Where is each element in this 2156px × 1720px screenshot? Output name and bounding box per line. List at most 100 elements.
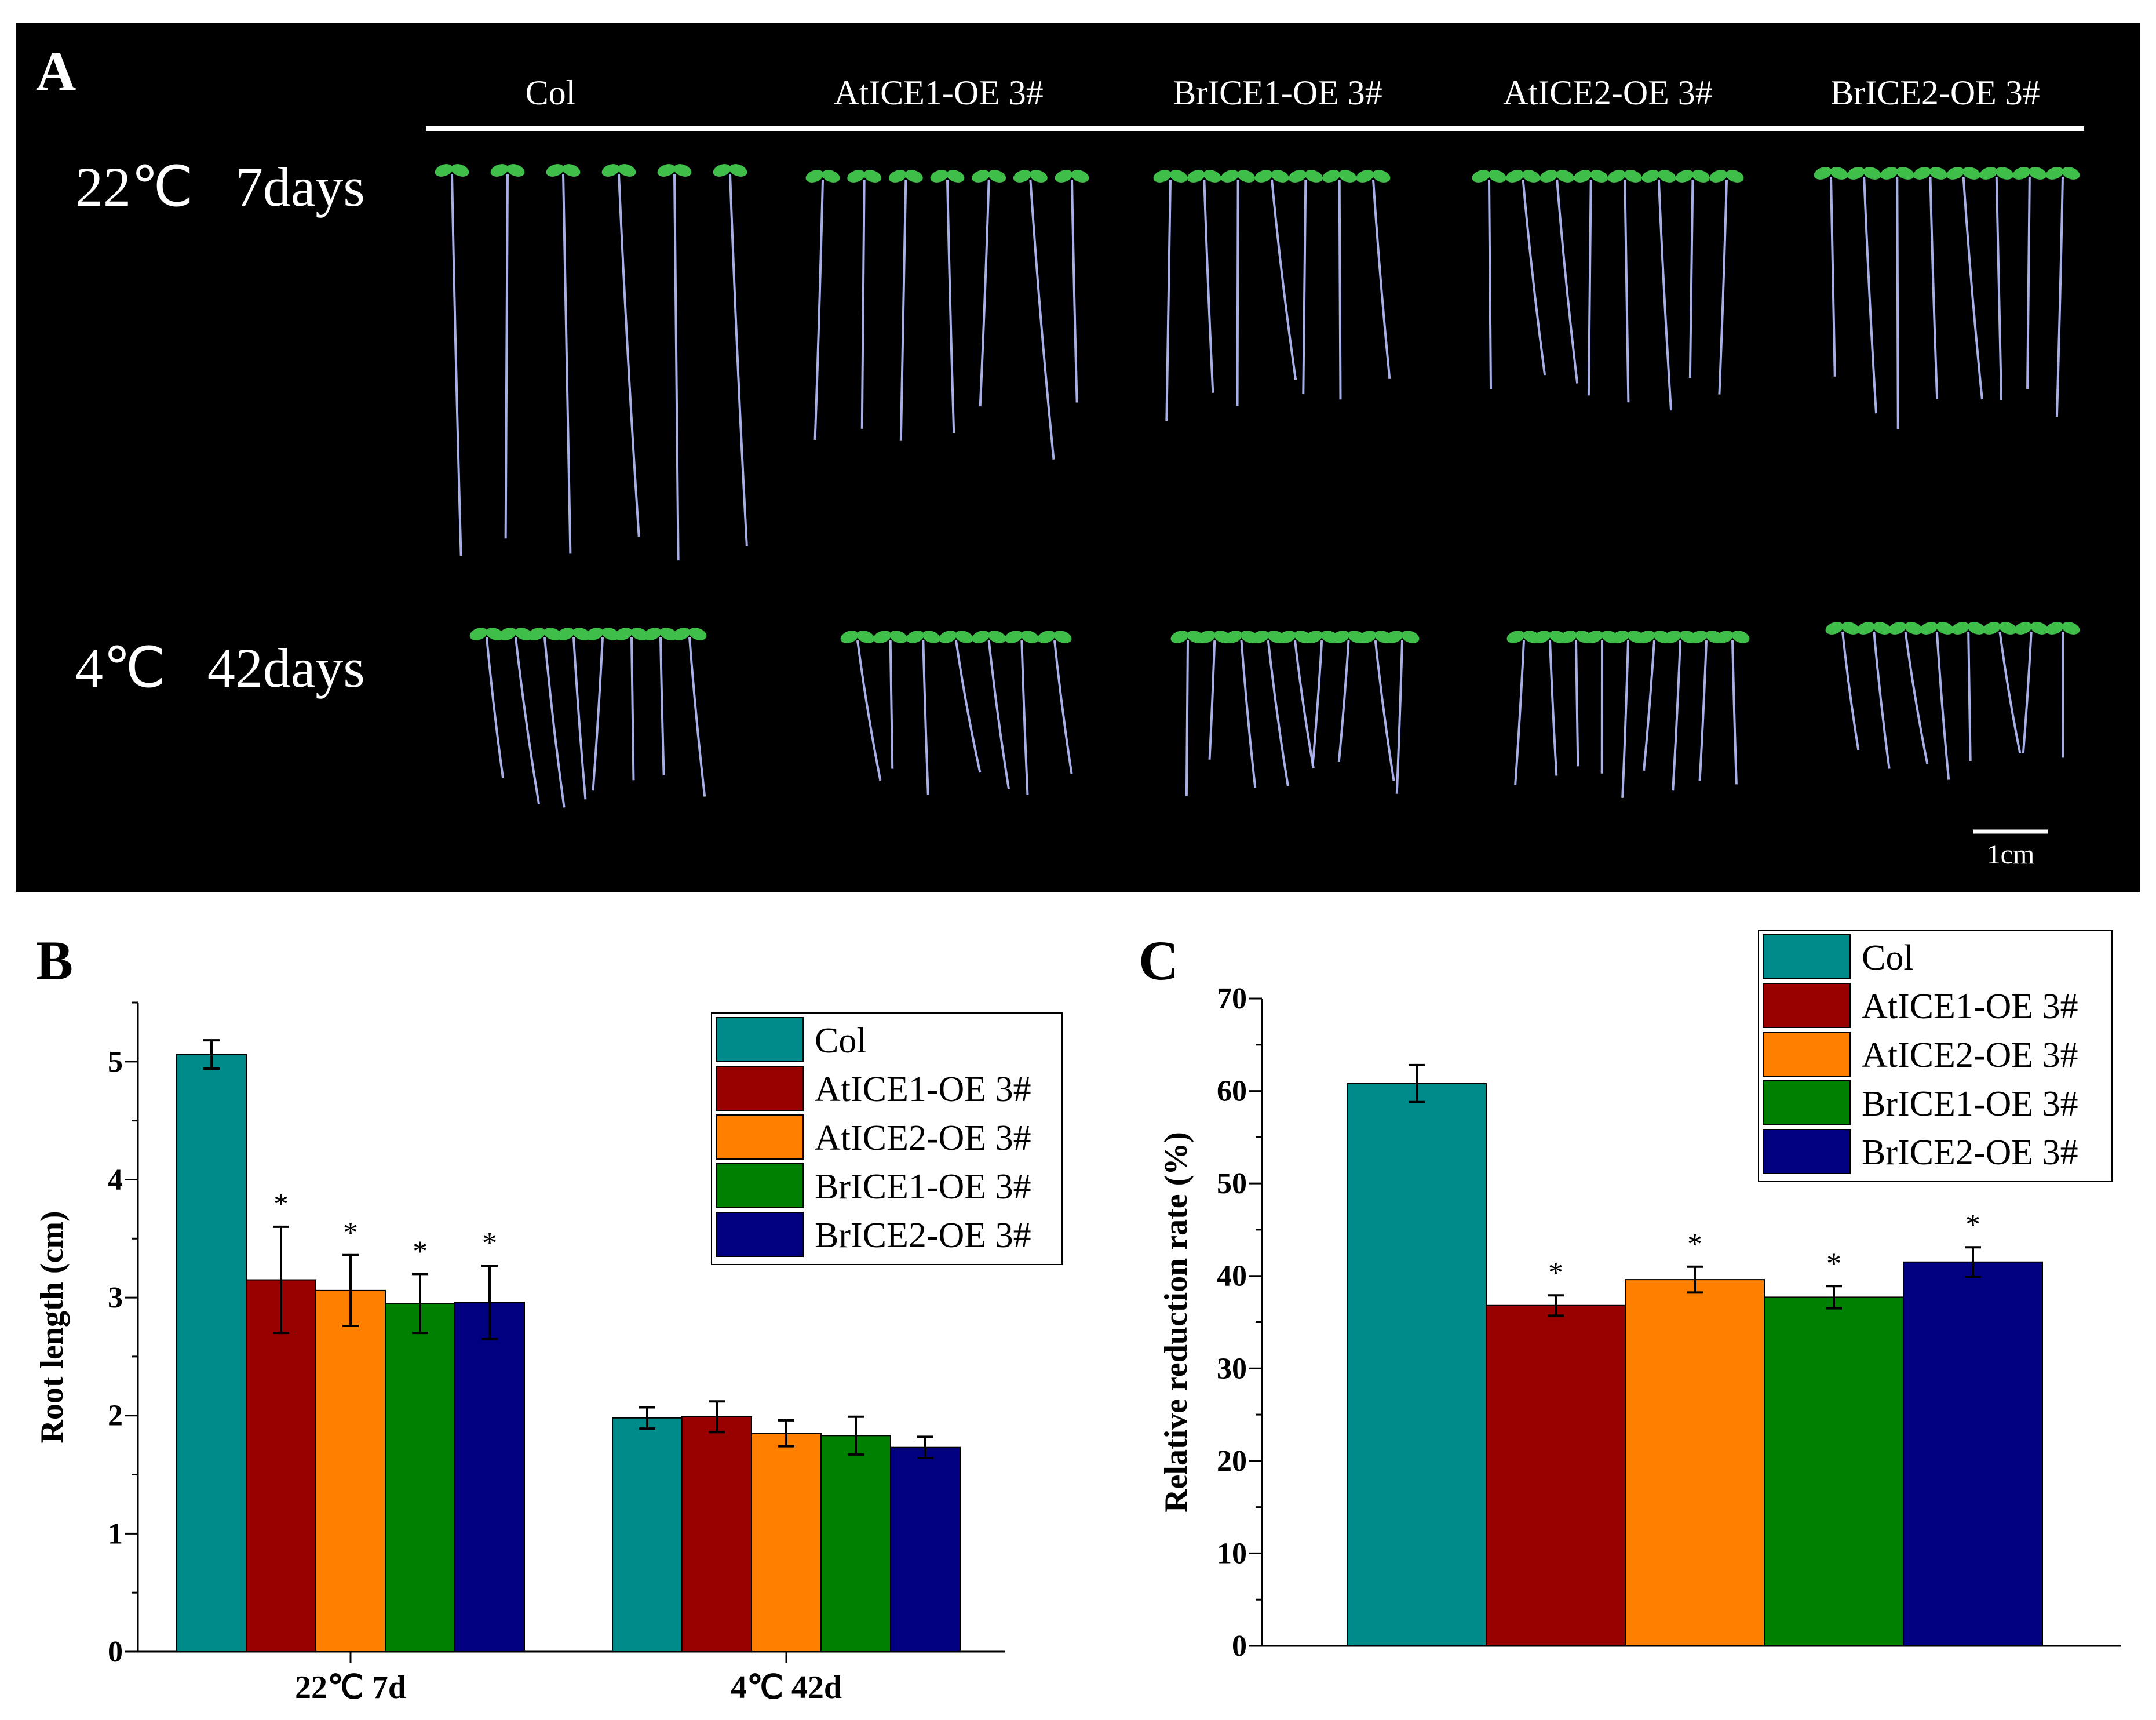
seedling-root xyxy=(1830,176,1836,377)
seedling-root xyxy=(659,637,665,775)
seedling-root xyxy=(1271,179,1297,380)
seedling-leaf xyxy=(2029,167,2047,180)
legend-swatch-brice2-oe-3 xyxy=(716,1212,804,1257)
seedling-leaf xyxy=(1203,170,1221,183)
seedling-root xyxy=(1624,179,1630,403)
seedling-leaf xyxy=(1590,170,1608,183)
seedling-root xyxy=(592,637,604,791)
seedling-leaf xyxy=(556,628,575,640)
bar-brice2-oe-3-0 xyxy=(454,1302,525,1652)
seedling-leaf xyxy=(1372,170,1391,183)
seedling-leaf xyxy=(1585,631,1603,643)
legend-swatch-col xyxy=(1763,934,1851,979)
seedling-leaf xyxy=(2062,622,2080,635)
seedling-leaf xyxy=(546,164,564,177)
legend-label-brice1-oe-3: BrICE1-OE 3# xyxy=(815,1167,1031,1207)
seedling-leaf xyxy=(1237,170,1256,183)
seedling-root xyxy=(1718,179,1728,395)
seedling-root xyxy=(1904,631,1929,764)
y-tick-label: 5 xyxy=(108,1045,123,1078)
seedling-root xyxy=(922,640,929,795)
bar-col-0 xyxy=(176,1054,247,1652)
seedling-root xyxy=(618,173,640,537)
seedling-leaf xyxy=(888,170,907,183)
seedling-root xyxy=(1995,176,2003,400)
bar-brice1-oe-3-1 xyxy=(820,1435,891,1652)
seedling-leaf xyxy=(972,170,990,183)
seedling-leaf xyxy=(847,170,866,183)
bar-atice2-oe-3-0 xyxy=(315,1289,386,1653)
y-tick-label: 2 xyxy=(108,1400,123,1433)
seedling-leaf xyxy=(1830,167,1848,180)
panel-a-label: A xyxy=(36,40,76,102)
seedling-root xyxy=(451,173,462,556)
legend-swatch-brice1-oe-3 xyxy=(1763,1080,1851,1125)
seedling-leaf xyxy=(840,631,859,643)
seedling-leaf xyxy=(1676,170,1694,183)
seedling-root xyxy=(1643,640,1655,771)
legend-swatch-atice1-oe-3 xyxy=(716,1066,804,1111)
seedling-leaf xyxy=(939,631,957,643)
y-tick-label: 4 xyxy=(108,1163,123,1196)
significance-mark: * xyxy=(1965,1208,1980,1241)
seedling-root xyxy=(1240,640,1257,789)
seedling-leaf xyxy=(1725,170,1744,183)
seedling-root xyxy=(1896,176,1899,429)
seedling-root xyxy=(946,179,955,433)
seedling-leaf xyxy=(1540,170,1558,183)
seedling-leaf xyxy=(1304,170,1323,183)
seedling-leaf xyxy=(527,628,546,640)
seedling-root xyxy=(1294,640,1315,768)
scale-bar-label: 1cm xyxy=(1987,839,2035,870)
seedling-leaf xyxy=(601,164,620,177)
seedling-leaf xyxy=(451,164,469,177)
seedling-leaf xyxy=(1506,631,1525,643)
significance-mark: * xyxy=(1687,1228,1702,1261)
legend-swatch-brice2-oe-3 xyxy=(1763,1129,1851,1174)
seedling-leaf xyxy=(988,170,1006,183)
legend-swatch-atice2-oe-3 xyxy=(1763,1032,1851,1077)
y-axis-title: Root length (cm) xyxy=(34,1211,70,1443)
seedling-root xyxy=(955,640,982,773)
seedling-leaf xyxy=(955,631,973,643)
seedling-root xyxy=(562,173,572,554)
seedling-leaf xyxy=(1271,170,1289,183)
significance-mark: * xyxy=(273,1188,289,1221)
panel-c-label: C xyxy=(1139,930,1179,992)
seedling-leaf xyxy=(657,164,676,177)
seedling-leaf xyxy=(1962,167,1980,180)
genotype-label-atice2-oe-3: AtICE2-OE 3# xyxy=(1503,74,1713,112)
seedling-leaf xyxy=(1913,167,1931,180)
seedling-root xyxy=(1208,640,1216,760)
seedling-leaf xyxy=(1863,167,1881,180)
seedling-leaf xyxy=(1920,622,1938,635)
seedling-root xyxy=(987,640,1010,789)
seedling-leaf xyxy=(1020,631,1039,643)
seedling-root xyxy=(1374,640,1395,781)
seedling-leaf xyxy=(672,628,691,640)
seedling-leaf xyxy=(1692,170,1710,183)
seedling-root xyxy=(1672,640,1681,791)
legend-label-atice1-oe-3: AtICE1-OE 3# xyxy=(1862,987,2078,1026)
seedling-leaf xyxy=(1304,631,1323,643)
seedling-leaf xyxy=(1170,631,1189,643)
significance-mark: * xyxy=(343,1216,358,1249)
seedling-leaf xyxy=(889,631,908,643)
seedling-root xyxy=(1395,640,1403,794)
seedling-leaf xyxy=(1559,631,1577,643)
seedling-leaf xyxy=(930,170,949,183)
seedling-leaf xyxy=(1658,170,1676,183)
seedling-leaf xyxy=(946,170,965,183)
seedling-leaf xyxy=(1522,170,1540,183)
seedling-leaf xyxy=(1841,622,1860,635)
seedling-leaf xyxy=(2012,167,2031,180)
genotype-labels: Col AtICE1-OE 3# BrICE1-OE 3# AtICE2-OE 3# B… xyxy=(526,74,2040,112)
legend-label-brice2-oe-3: BrICE2-OE 3# xyxy=(815,1216,1031,1255)
seedling-leaf xyxy=(1880,167,1898,180)
seedling-root xyxy=(1929,176,1939,399)
y-tick-label: 20 xyxy=(1217,1445,1247,1478)
seedling-leaf xyxy=(506,164,525,177)
bar-brice1-oe-3-0 xyxy=(385,1303,455,1652)
seedling-root xyxy=(1185,640,1189,796)
